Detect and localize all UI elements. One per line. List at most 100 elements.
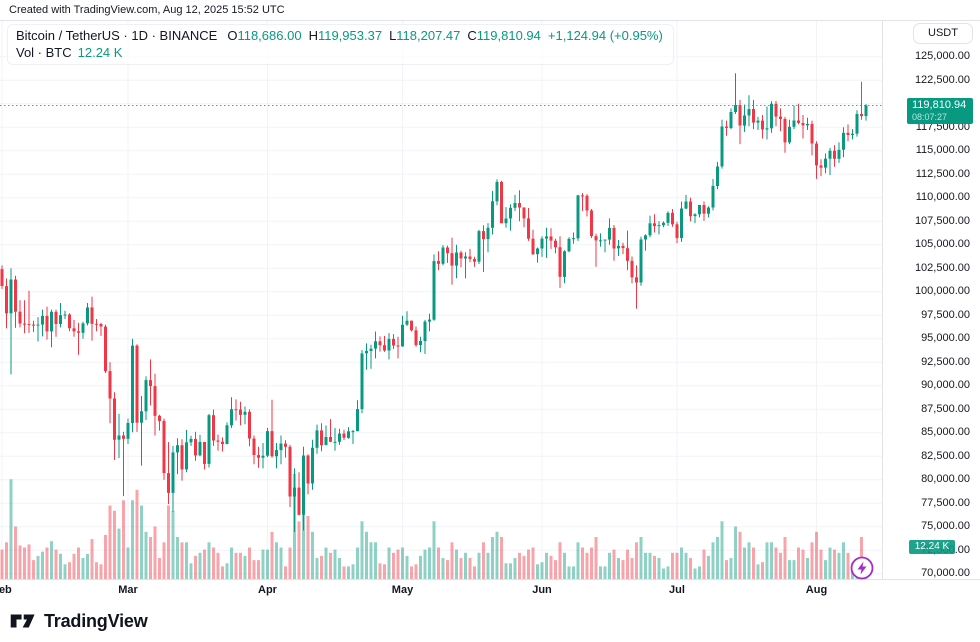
volume-bar (72, 553, 76, 579)
candle-body (779, 116, 782, 119)
candle-body (320, 430, 323, 446)
candle-body (180, 445, 184, 470)
lightning-icon-svg (850, 556, 874, 580)
volume-bar (306, 516, 310, 579)
volume-bar (95, 562, 98, 579)
volume-bar (567, 566, 571, 579)
volume-bar (54, 549, 58, 579)
brand-name[interactable]: TradingView (44, 610, 148, 631)
candle-body (491, 201, 494, 228)
candle-body (36, 324, 40, 326)
candle-body (311, 447, 314, 484)
candle-body (689, 201, 692, 217)
volume-bar (216, 552, 220, 579)
candle-body (572, 238, 575, 240)
candle-body (554, 240, 557, 248)
candle-body (540, 238, 544, 249)
candle-body (405, 320, 409, 325)
candle-body (315, 430, 319, 448)
price-axis[interactable]: USDT 125,000.00122,500.00120,000.00117,5… (882, 21, 980, 600)
lightning-icon[interactable] (849, 555, 875, 581)
volume-bar (702, 549, 706, 579)
candle-body (477, 231, 481, 262)
volume-bar (401, 547, 404, 579)
volume-bar (761, 562, 764, 579)
candle-body (702, 205, 706, 214)
candle-body (855, 114, 859, 134)
candle-body (563, 251, 566, 277)
candle-body (531, 238, 535, 255)
volume-bar (846, 552, 850, 579)
volume-bar (788, 560, 791, 579)
volume-bar (711, 542, 715, 579)
volume-bar (333, 549, 337, 579)
volume-bar (9, 479, 13, 579)
volume-bar (734, 526, 737, 579)
volume-bar (131, 500, 134, 579)
candle-body (171, 452, 175, 493)
candle-body (401, 324, 404, 347)
volume-bar (342, 566, 346, 579)
volume-bar (581, 547, 584, 579)
volume-bar (104, 534, 107, 579)
candle-body (86, 307, 89, 324)
chart-canvas[interactable] (0, 21, 882, 579)
price-pane[interactable]: Bitcoin / TetherUS · 1D · BINANCE O118,6… (0, 21, 882, 579)
candle-body (203, 442, 206, 464)
volume-bar (108, 505, 112, 579)
candle-body (756, 120, 760, 123)
candle-body (428, 319, 431, 322)
candle-body (518, 203, 521, 208)
candle-body (392, 338, 395, 346)
candle-body (666, 212, 670, 223)
candle-body (788, 126, 791, 143)
volume-bar (86, 553, 89, 579)
candle-body (455, 252, 458, 266)
volume-bar (509, 563, 512, 579)
volume-bar (585, 552, 589, 579)
high-value: 119,953.37 (317, 28, 383, 43)
currency-button[interactable]: USDT (913, 23, 973, 44)
candle-body (216, 440, 220, 442)
candle-body (387, 338, 391, 351)
candle-body (32, 324, 35, 326)
candle-body (648, 223, 652, 236)
candle-body (153, 386, 157, 416)
candle-body (230, 409, 233, 426)
volume-bar (599, 566, 602, 579)
volume-bar (833, 549, 836, 579)
volume-bar (617, 558, 620, 579)
volume-bar (626, 549, 629, 579)
candle-body (752, 109, 755, 123)
y-axis-tick: 110,000.00 (915, 191, 970, 204)
current-price-badge[interactable]: 119,810.94 08:07:27 (907, 98, 973, 124)
y-axis-tick: 97,500.00 (921, 308, 970, 321)
volume-bar (288, 547, 292, 579)
candle-body (738, 105, 742, 126)
candle-body (27, 324, 31, 326)
candle-body (432, 261, 436, 320)
candle-body (104, 326, 107, 372)
volume-bar (351, 564, 355, 579)
volume-bar (698, 566, 701, 579)
candle-body (684, 201, 688, 209)
volume-bar (824, 560, 827, 579)
symbol-title[interactable]: Bitcoin / TetherUS · 1D · BINANCE (16, 28, 218, 43)
candle-body (117, 435, 121, 440)
candle-body (473, 259, 476, 262)
volume-bar (311, 531, 314, 579)
ohlc-high: H119,953.37 (309, 27, 383, 44)
volume-bar (689, 558, 692, 579)
volume-bar (162, 542, 166, 579)
tradingview-mark-icon[interactable] (10, 610, 36, 632)
candle-body (131, 345, 134, 424)
candle-body (365, 350, 368, 354)
time-axis[interactable]: Feb Mar Apr May Jun Jul Aug (0, 579, 980, 600)
candle-body (72, 328, 76, 332)
candle-body (590, 210, 593, 237)
volume-bar (693, 568, 697, 579)
volume-bar (144, 531, 148, 579)
bar-countdown: 08:07:27 (912, 112, 948, 122)
candle-body (504, 218, 508, 224)
volume-bar (41, 551, 44, 579)
